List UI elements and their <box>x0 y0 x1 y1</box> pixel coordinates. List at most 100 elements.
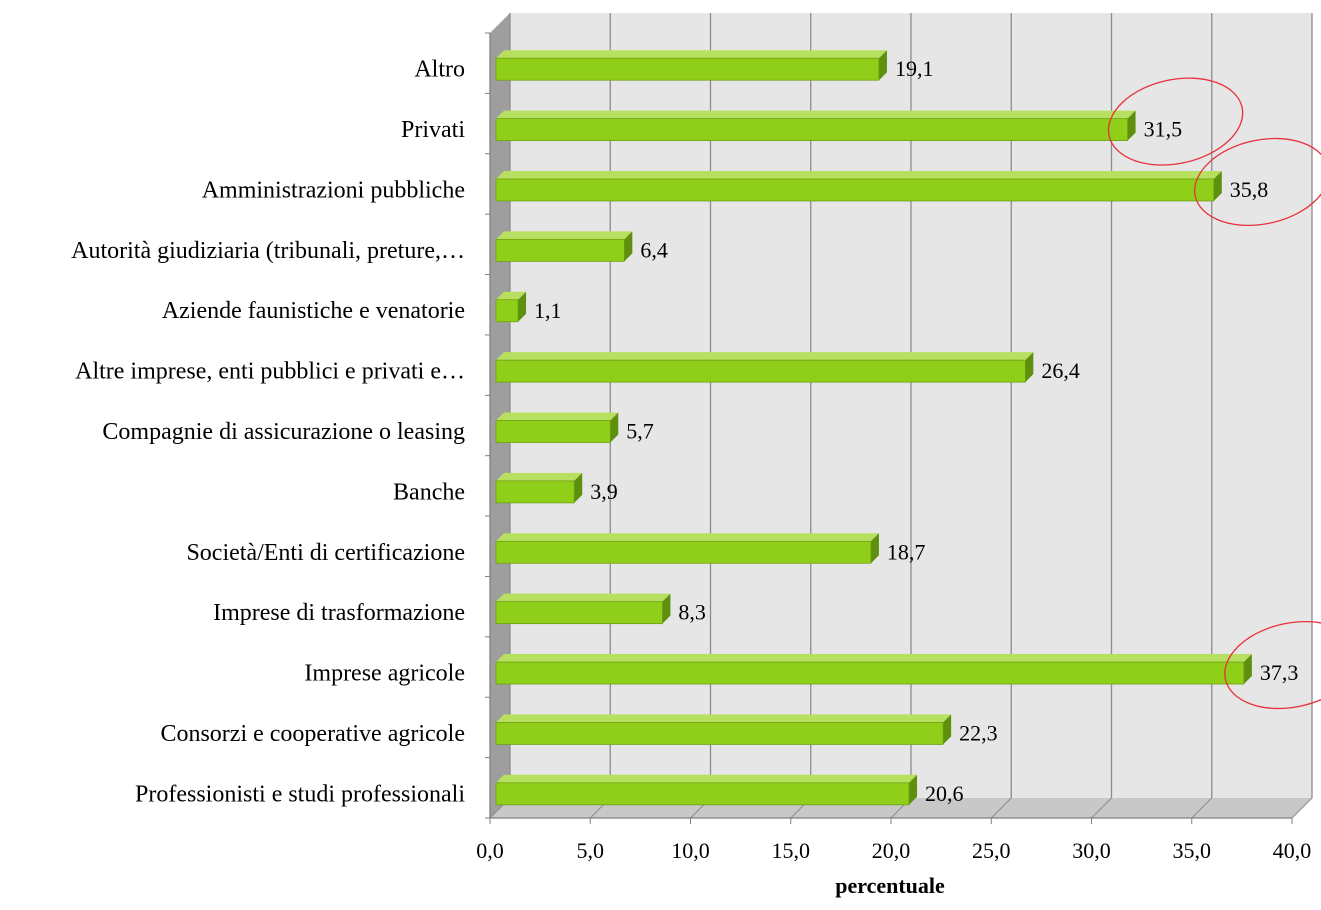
value-label: 1,1 <box>534 298 562 323</box>
bar-front <box>495 420 611 443</box>
bar-side <box>1127 110 1136 141</box>
x-axis: 0,0 5,0 10,0 15,0 20,0 25,0 30,0 35,0 40,0 <box>476 32 1312 863</box>
bar-top <box>496 533 879 542</box>
bar-side <box>870 533 879 564</box>
category-label: Compagnie di assicurazione o leasing <box>102 419 465 445</box>
bar <box>495 170 1222 202</box>
bar-side <box>1213 170 1222 201</box>
value-label: 3,9 <box>590 479 618 504</box>
category-label: Altro <box>414 57 465 83</box>
category-label: Banche <box>393 479 465 505</box>
bar-top <box>496 654 1252 663</box>
category-label: Società/Enti di certificazione <box>186 540 465 566</box>
value-label: 22,3 <box>959 720 998 745</box>
value-label: 31,5 <box>1144 117 1183 142</box>
bar-side <box>518 291 527 322</box>
bar-front <box>495 57 880 81</box>
bar-top <box>496 593 671 602</box>
bar <box>495 291 527 323</box>
bar-top <box>496 412 619 421</box>
bar <box>495 231 633 262</box>
x-tick-label: 30,0 <box>1072 838 1111 863</box>
x-tick-label: 25,0 <box>972 838 1011 863</box>
category-label: Imprese di trasformazione <box>213 600 465 626</box>
value-label: 19,1 <box>895 56 934 81</box>
bar-front <box>495 118 1128 141</box>
bar-front <box>495 238 625 262</box>
x-tick-label: 5,0 <box>577 838 605 863</box>
value-label: 37,3 <box>1260 660 1299 685</box>
bar-side <box>624 231 633 262</box>
value-label: 20,6 <box>925 781 964 806</box>
bar <box>495 654 1252 685</box>
bar <box>495 412 619 443</box>
highlight-annotations <box>1107 77 1321 710</box>
highlight-circle <box>1107 77 1244 166</box>
bar <box>495 593 671 625</box>
category-labels: Altro Privati Amministrazioni pubbliche Aut… <box>71 57 465 808</box>
x-tick-label: 0,0 <box>476 838 504 863</box>
x-axis-title: percentuale <box>835 873 945 898</box>
bar-top <box>496 231 633 240</box>
category-label: Aziende faunistiche e venatorie <box>162 298 465 324</box>
x-tick-label: 10,0 <box>671 838 710 863</box>
bar-front <box>495 601 663 625</box>
bar-front <box>495 359 1026 383</box>
bar-top <box>496 714 952 723</box>
value-label: 8,3 <box>678 600 706 625</box>
x-tick-label: 20,0 <box>872 838 911 863</box>
value-label: 35,8 <box>1230 177 1269 202</box>
bar <box>495 472 583 504</box>
x-tick-label: 40,0 <box>1273 838 1312 863</box>
bars <box>495 50 1252 806</box>
highlight-circle <box>1224 620 1321 710</box>
category-label: Amministrazioni pubbliche <box>202 177 465 203</box>
gridline-floor <box>990 797 1012 819</box>
bar-top <box>496 472 583 481</box>
bar-front <box>495 540 872 564</box>
bar-top <box>496 50 887 59</box>
category-label: Autorità giudiziaria (tribunali, preture… <box>71 238 465 264</box>
category-label: Professionisti e studi professionali <box>135 781 465 807</box>
x-tick-label: 15,0 <box>772 838 811 863</box>
value-label: 26,4 <box>1041 358 1080 383</box>
bar-side <box>1243 654 1252 685</box>
bar <box>495 774 918 806</box>
bar-front <box>495 299 519 323</box>
bar-side <box>574 472 583 503</box>
bar-top <box>496 774 918 783</box>
highlight-circle <box>1194 137 1321 227</box>
bar-side <box>1025 352 1034 383</box>
category-label: Privati <box>401 117 465 143</box>
gridline-floor <box>1191 797 1213 819</box>
value-label: 18,7 <box>887 539 926 564</box>
bar <box>495 352 1034 383</box>
bar-side <box>878 50 887 81</box>
gridline-floor <box>1091 797 1112 819</box>
bar-top <box>496 352 1034 361</box>
bar-top <box>496 170 1222 179</box>
category-label: Altre imprese, enti pubblici e privati e… <box>75 359 465 385</box>
bar-side <box>610 412 619 443</box>
gridline-floor <box>1291 797 1313 819</box>
bar <box>495 50 887 81</box>
category-label: Imprese agricole <box>304 661 465 687</box>
value-labels: 19,1 31,5 35,8 6,4 1,1 26,4 5,7 3,9 18,7 8,3 37,3 2… <box>534 56 1298 806</box>
bar <box>495 533 879 564</box>
bar <box>495 110 1136 141</box>
value-label: 5,7 <box>626 419 654 444</box>
bar-front <box>495 661 1245 685</box>
category-label: Consorzi e cooperative agricole <box>160 721 465 747</box>
bar-front <box>495 722 944 745</box>
bar-top <box>496 291 527 300</box>
bar-side <box>909 774 918 805</box>
bar-side <box>943 714 952 745</box>
bar-front <box>495 480 575 504</box>
x-tick-label: 35,0 <box>1173 838 1212 863</box>
bar-top <box>496 110 1136 119</box>
bar-front <box>495 178 1215 202</box>
bar-side <box>662 593 671 624</box>
value-label: 6,4 <box>640 237 668 262</box>
bar <box>495 714 952 745</box>
